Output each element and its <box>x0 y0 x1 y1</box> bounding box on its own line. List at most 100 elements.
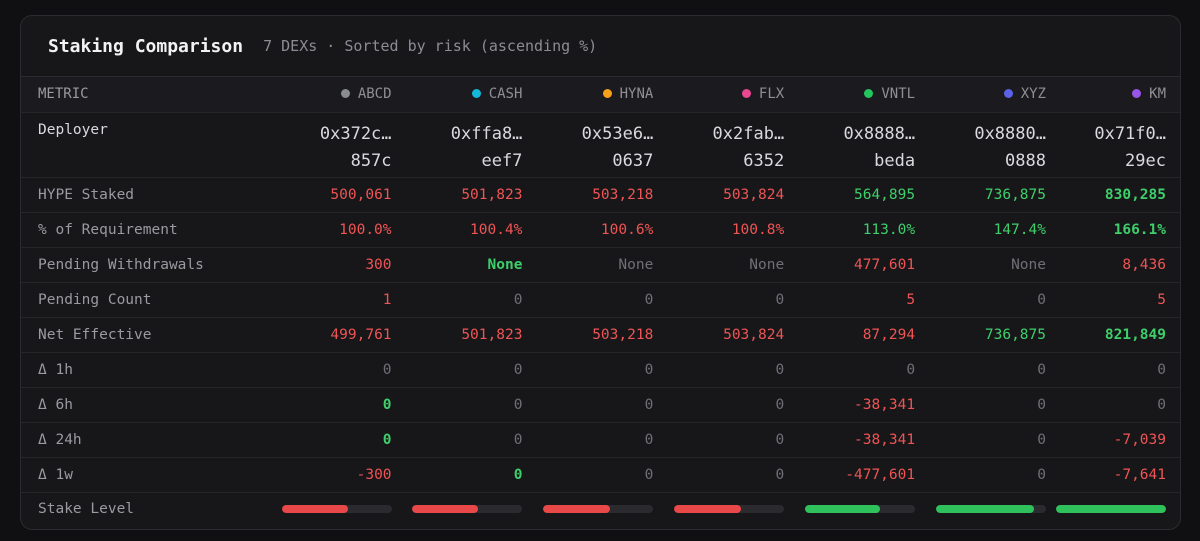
deployer-address[interactable]: 0x8880… 0888 <box>915 112 1046 178</box>
metric-value: 503,218 <box>522 317 654 353</box>
stake-level-bar <box>805 505 916 514</box>
metric-value: 166.1% <box>1045 212 1180 248</box>
dex-column-header-vntl[interactable]: VNTL <box>784 77 916 113</box>
table-row: Δ 6h 0 0 0 0 -38,341 0 0 <box>21 387 1180 423</box>
metric-value: 500,061 <box>260 177 392 213</box>
deployer-address[interactable]: 0x8888… beda <box>784 112 916 178</box>
metric-value: 0 <box>1045 352 1180 388</box>
metric-value: 87,294 <box>784 317 916 353</box>
stake-level-fill <box>805 505 880 514</box>
row-label: Deployer <box>21 112 261 178</box>
dex-color-dot-icon <box>471 89 481 99</box>
metric-value: -300 <box>260 457 392 493</box>
address-suffix: 6352 <box>743 150 785 171</box>
metric-value: 0 <box>653 387 785 423</box>
stake-level-fill <box>674 505 742 514</box>
address-prefix: 0x53e6… <box>581 123 654 144</box>
deployer-address[interactable]: 0x372c… 857c <box>260 112 392 178</box>
dex-color-dot-icon <box>602 89 612 99</box>
dex-name: HYNA <box>619 86 654 103</box>
card-header: Staking Comparison 7 DEXs · Sorted by ri… <box>21 16 1180 77</box>
stake-level-fill <box>281 505 348 514</box>
row-label: Stake Level <box>38 501 135 518</box>
stake-level-cell <box>261 492 392 526</box>
dex-name: KM <box>1149 86 1166 103</box>
metric-value: 0 <box>391 387 523 423</box>
dex-color-dot-icon <box>864 89 874 99</box>
metric-value: 0 <box>915 422 1046 458</box>
stake-level-bar <box>935 505 1046 514</box>
staking-comparison-card: Staking Comparison 7 DEXs · Sorted by ri… <box>20 15 1181 530</box>
address-suffix: beda <box>874 150 916 171</box>
metric-value: -477,601 <box>784 457 916 493</box>
metric-value: None <box>653 247 785 283</box>
metric-value: 830,285 <box>1045 177 1180 213</box>
stake-level-cell <box>1046 492 1180 526</box>
address-prefix: 0x2fab… <box>712 123 785 144</box>
metric-value: 501,823 <box>391 317 523 353</box>
metric-value: 300 <box>260 247 392 283</box>
metric-value: 0 <box>522 387 654 423</box>
dex-column-header-hyna[interactable]: HYNA <box>522 77 654 113</box>
metric-value: 503,218 <box>522 177 654 213</box>
row-label: Δ 6h <box>21 387 261 423</box>
table-row: Pending Withdrawals 300 None None None 477,60… <box>21 247 1180 283</box>
metric-value: -38,341 <box>784 387 916 423</box>
stake-level-fill <box>543 505 611 514</box>
stake-level-bar <box>281 505 392 514</box>
dex-column-header-abcd[interactable]: ABCD <box>260 77 392 113</box>
metric-value: None <box>522 247 654 283</box>
metric-value: 0 <box>915 282 1046 318</box>
metric-value: None <box>915 247 1046 283</box>
table-row: Δ 1w -300 0 0 0 -477,601 0 -7,641 <box>21 457 1180 493</box>
metric-value: 0 <box>522 457 654 493</box>
address-suffix: eef7 <box>481 150 523 171</box>
metric-value: 0 <box>522 282 654 318</box>
metric-value: 5 <box>1045 282 1180 318</box>
table-row: Δ 24h 0 0 0 0 -38,341 0 -7,039 <box>21 422 1180 458</box>
metric-value: 0 <box>653 352 785 388</box>
address-suffix: 857c <box>350 150 392 171</box>
table-row: Pending Count 1 0 0 0 5 0 5 <box>21 282 1180 318</box>
metric-value: 5 <box>784 282 916 318</box>
deployer-address[interactable]: 0x71f0… 29ec <box>1045 112 1180 178</box>
dex-column-header-cash[interactable]: CASH <box>391 77 523 113</box>
comparison-table: METRIC ABCD CASH HYNA FLX VNTL XYZ KM Deployer… <box>21 77 1180 526</box>
deployer-address[interactable]: 0x53e6… 0637 <box>522 112 654 178</box>
metric-value: 0 <box>915 457 1046 493</box>
metric-value: 503,824 <box>653 177 785 213</box>
deployer-address[interactable]: 0xffa8… eef7 <box>391 112 523 178</box>
metric-value: 0 <box>260 422 392 458</box>
metric-value: 0 <box>653 457 785 493</box>
stake-level-cell <box>392 492 523 526</box>
metric-value: 0 <box>260 352 392 388</box>
table-row-stake-level: Stake Level <box>21 492 1180 526</box>
stake-level-cell <box>915 492 1046 526</box>
metric-value: 0 <box>784 352 916 388</box>
dex-column-header-km[interactable]: KM <box>1045 77 1180 113</box>
stake-level-bar <box>543 505 654 514</box>
row-label: Δ 1h <box>21 352 261 388</box>
address-prefix: 0x71f0… <box>1094 123 1166 144</box>
metric-value: -7,039 <box>1045 422 1180 458</box>
metric-value: 100.8% <box>653 212 785 248</box>
metric-value: None <box>391 247 523 283</box>
metric-value: 477,601 <box>784 247 916 283</box>
address-prefix: 0x8888… <box>843 123 916 144</box>
stake-level-cell <box>522 492 654 526</box>
row-label: HYPE Staked <box>21 177 261 213</box>
row-label: % of Requirement <box>21 212 261 248</box>
stake-level-cell <box>653 492 785 526</box>
dex-color-dot-icon <box>1132 89 1142 99</box>
metric-value: 0 <box>260 387 392 423</box>
metric-value: 503,824 <box>653 317 785 353</box>
metric-value: 501,823 <box>391 177 523 213</box>
deployer-address[interactable]: 0x2fab… 6352 <box>653 112 785 178</box>
address-suffix: 29ec <box>1125 150 1166 171</box>
metric-value: 8,436 <box>1045 247 1180 283</box>
row-label: Net Effective <box>21 317 261 353</box>
stake-level-bar <box>674 505 785 514</box>
dex-column-header-flx[interactable]: FLX <box>653 77 785 113</box>
table-row: HYPE Staked 500,061 501,823 503,218 503,824 5… <box>21 177 1180 213</box>
dex-column-header-xyz[interactable]: XYZ <box>915 77 1046 113</box>
